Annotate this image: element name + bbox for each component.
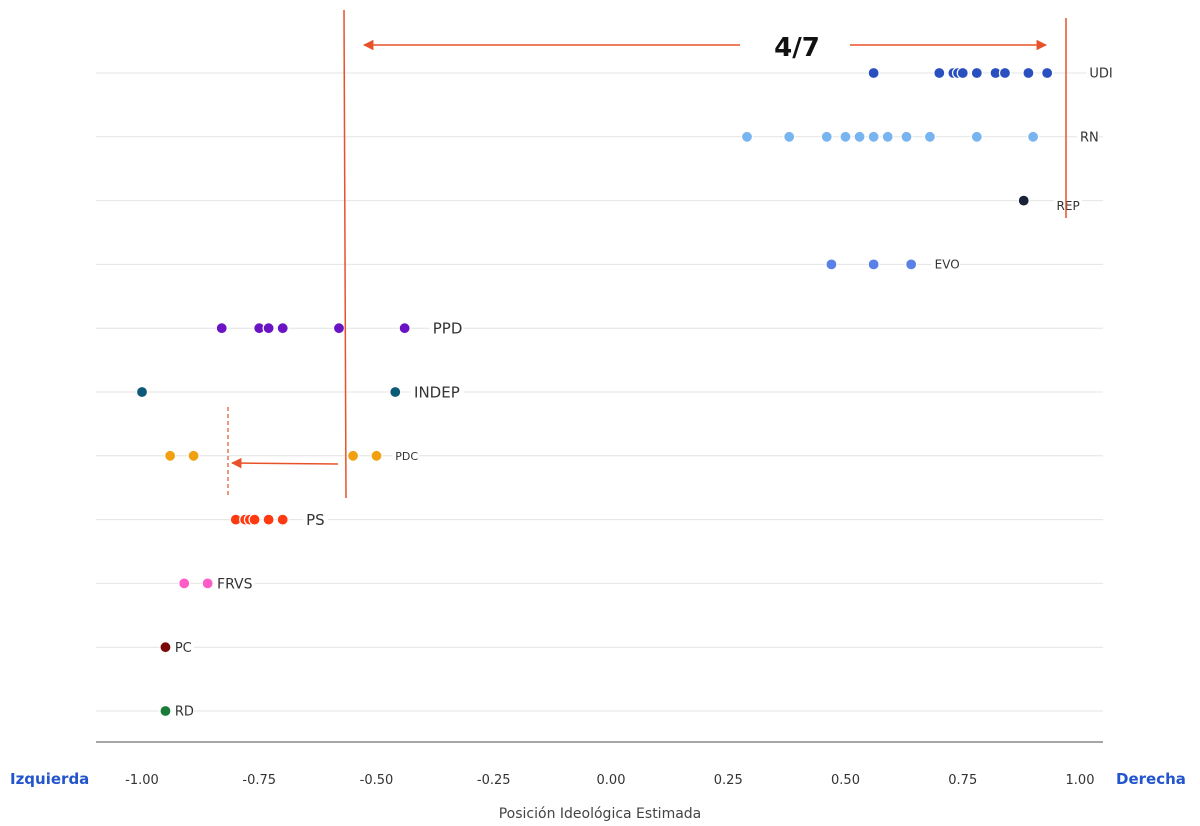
point-udi xyxy=(956,66,969,80)
point-pdc xyxy=(187,449,200,462)
point-ps xyxy=(262,513,275,526)
label-bg-udi xyxy=(1086,64,1117,82)
x-axis-label: Posición Ideológica Estimada xyxy=(499,806,702,822)
label-bg-pdc xyxy=(392,446,419,465)
point-rn xyxy=(820,130,833,143)
series-label-rn: RN xyxy=(1080,130,1099,145)
point-rn xyxy=(783,130,796,143)
series-label-udi: UDI xyxy=(1089,67,1112,82)
point-rn xyxy=(970,130,983,143)
point-ppd xyxy=(215,322,228,335)
annotation-vertical-line-left xyxy=(343,9,347,499)
annotations: 4/7 xyxy=(227,9,1067,499)
point-pdc xyxy=(346,449,360,462)
x-tick-label: 0.50 xyxy=(831,773,860,788)
point-rn xyxy=(740,130,754,143)
point-frvs xyxy=(178,577,191,590)
series-label-ppd: PPD xyxy=(433,320,463,338)
right-side-label: Derecha xyxy=(1116,770,1186,788)
point-rn xyxy=(1026,130,1040,143)
x-tick-label: 1.00 xyxy=(1066,773,1095,788)
x-tick-label: -0.75 xyxy=(242,773,276,788)
x-tick-label: -0.25 xyxy=(477,773,511,788)
point-rn xyxy=(839,130,852,143)
point-rn xyxy=(900,130,913,143)
point-udi xyxy=(1022,66,1035,80)
annotation-top-text: 4/7 xyxy=(774,33,820,63)
x-tick-label: -1.00 xyxy=(125,773,159,788)
point-pdc xyxy=(164,449,177,462)
point-udi xyxy=(998,66,1012,80)
point-rn xyxy=(923,130,937,143)
point-ppd xyxy=(276,322,289,335)
point-indep xyxy=(135,385,149,399)
data-points xyxy=(135,66,1054,718)
label-bg-rep xyxy=(1053,191,1082,210)
series-label-evo: EVO xyxy=(935,258,960,272)
series-label-rd: RD xyxy=(175,705,194,720)
series-label-pc: PC xyxy=(175,641,192,656)
grid-lines xyxy=(96,72,1103,712)
label-bg-rd xyxy=(171,702,194,720)
point-ps xyxy=(248,513,261,526)
label-bg-evo xyxy=(931,255,960,274)
point-evo xyxy=(867,258,880,271)
series-label-indep: INDEP xyxy=(414,383,460,401)
label-bg-ppd xyxy=(429,319,464,338)
point-ppd xyxy=(398,322,411,335)
point-rd xyxy=(159,704,172,718)
series-label-rep: REP xyxy=(1057,199,1080,213)
point-rn xyxy=(881,130,894,143)
point-udi xyxy=(933,66,946,80)
point-ps xyxy=(276,513,289,526)
point-pc xyxy=(159,641,172,654)
x-tick-labels: -1.00 -0.75 -0.50 -0.25 0.00 0.25 0.50 0.75 1.00 xyxy=(125,773,1094,788)
point-evo xyxy=(825,258,838,271)
x-tick-label: 0.00 xyxy=(597,773,626,788)
label-bg-rn xyxy=(1077,127,1100,146)
label-bg-frvs xyxy=(214,574,255,593)
point-indep xyxy=(389,385,402,399)
party-labels: UDI RN REP EVO PPD INDEP PDC PS FRVS PC RD xyxy=(171,64,1117,720)
x-tick-label: -0.50 xyxy=(360,773,394,788)
point-frvs xyxy=(201,577,214,590)
point-pdc xyxy=(370,449,383,462)
series-label-pdc: PDC xyxy=(395,450,418,463)
point-rn xyxy=(867,130,880,143)
point-ppd xyxy=(332,322,346,335)
label-bg-pc xyxy=(171,638,194,657)
label-bg-indep xyxy=(411,383,464,401)
x-tick-label: 0.25 xyxy=(714,773,743,788)
x-tick-label: 0.75 xyxy=(948,773,977,788)
series-label-ps: PS xyxy=(306,511,325,529)
left-side-label: Izquierda xyxy=(10,770,89,788)
annotation-arrow-pdc xyxy=(230,457,339,469)
series-label-frvs: FRVS xyxy=(217,576,253,592)
point-udi xyxy=(1041,66,1054,80)
label-bg-ps xyxy=(303,510,328,529)
point-udi xyxy=(970,66,983,80)
point-evo xyxy=(905,258,918,271)
point-udi xyxy=(867,66,880,80)
point-ppd xyxy=(262,322,275,335)
point-rep xyxy=(1017,194,1030,207)
point-rn xyxy=(853,130,866,143)
